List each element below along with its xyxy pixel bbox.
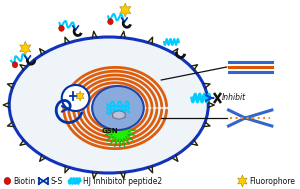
Ellipse shape xyxy=(9,37,208,173)
Ellipse shape xyxy=(92,86,144,130)
Circle shape xyxy=(12,62,18,68)
Polygon shape xyxy=(103,112,136,148)
Text: S-S: S-S xyxy=(51,177,63,185)
Polygon shape xyxy=(238,175,247,187)
Circle shape xyxy=(108,19,113,25)
Text: HJ inhibitor peptide2: HJ inhibitor peptide2 xyxy=(83,177,162,185)
Circle shape xyxy=(4,177,11,184)
Polygon shape xyxy=(120,3,131,17)
Text: Fluorophore: Fluorophore xyxy=(250,177,296,185)
Ellipse shape xyxy=(62,85,89,111)
Polygon shape xyxy=(76,91,84,101)
Polygon shape xyxy=(20,41,31,55)
Ellipse shape xyxy=(112,111,125,119)
Text: GSN: GSN xyxy=(101,128,118,134)
Circle shape xyxy=(59,25,64,31)
Text: Inhibit: Inhibit xyxy=(222,94,246,102)
Text: Biotin: Biotin xyxy=(13,177,35,185)
